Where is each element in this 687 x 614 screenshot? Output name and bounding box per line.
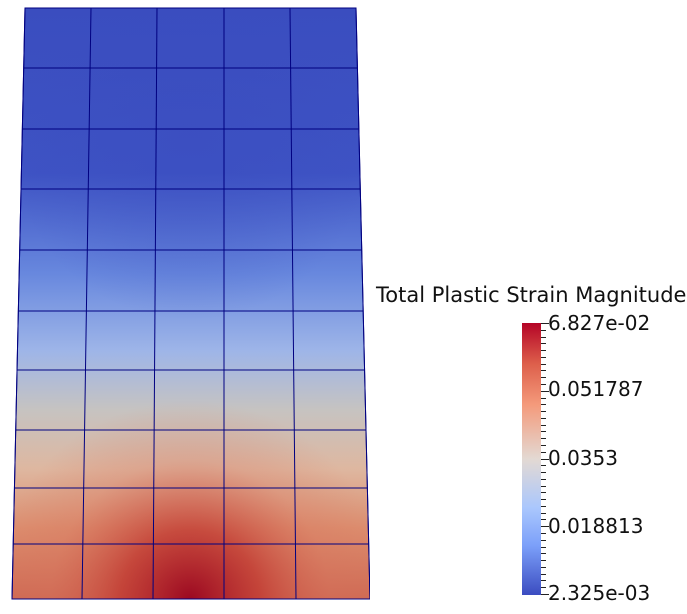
colorbar-tick <box>541 499 546 500</box>
colorbar-tick <box>541 384 546 385</box>
colorbar-tick <box>541 465 546 466</box>
mesh-column-line <box>152 7 158 600</box>
colorbar-tick <box>541 506 546 507</box>
colorbar-tick <box>541 364 546 365</box>
colorbar-tick <box>541 425 546 426</box>
colorbar-tick <box>541 431 546 432</box>
colorbar-tick <box>541 404 546 405</box>
colorbar-label-2: 0.0353 <box>548 446 618 470</box>
colorbar-tick <box>541 452 546 453</box>
colorbar-tick <box>541 377 546 378</box>
colorbar-min-label: 2.325e-03 <box>548 581 651 605</box>
colorbar-title: Total Plastic Strain Magnitude <box>376 283 687 307</box>
mesh-grid <box>11 7 370 600</box>
colorbar-tick <box>541 357 546 358</box>
colorbar-tick <box>541 486 546 487</box>
colorbar-tick <box>541 323 549 324</box>
mesh-viewport[interactable] <box>0 0 370 614</box>
colorbar-tick <box>541 540 546 541</box>
mesh-column-line <box>289 7 297 600</box>
colorbar-tick <box>541 472 546 473</box>
colorbar-ticks <box>541 323 549 595</box>
colorbar-tick <box>541 445 546 446</box>
colorbar-tick <box>541 580 546 581</box>
colorbar-tick <box>541 330 546 331</box>
colorbar-tick <box>541 398 546 399</box>
colorbar-tick <box>541 587 546 588</box>
colorbar <box>522 323 541 595</box>
colorbar-tick <box>541 594 549 595</box>
colorbar-tick <box>541 459 549 460</box>
colorbar-tick <box>541 418 546 419</box>
colorbar-max-label: 6.827e-02 <box>548 311 651 335</box>
colorbar-label-1: 0.051787 <box>548 377 644 401</box>
colorbar-label-3: 0.018813 <box>548 514 644 538</box>
colorbar-tick <box>541 553 546 554</box>
colorbar-tick <box>541 343 546 344</box>
colorbar-tick <box>541 519 546 520</box>
colorbar-tick <box>541 479 546 480</box>
mesh-column-line <box>355 7 370 600</box>
colorbar-tick <box>541 438 546 439</box>
mesh-column-line <box>81 7 92 600</box>
colorbar-tick <box>541 574 546 575</box>
colorbar-tick <box>541 391 549 392</box>
colorbar-tick <box>541 526 549 527</box>
colorbar-tick <box>541 513 546 514</box>
mesh-cool-region <box>12 8 370 599</box>
colorbar-tick <box>541 567 546 568</box>
mesh-column-line <box>11 7 26 600</box>
colorbar-tick <box>541 337 546 338</box>
colorbar-tick <box>541 533 546 534</box>
colorbar-tick <box>541 370 546 371</box>
colorbar-tick <box>541 492 546 493</box>
colorbar-tick <box>541 547 546 548</box>
colorbar-tick <box>541 350 546 351</box>
colorbar-tick <box>541 411 546 412</box>
colorbar-tick <box>541 560 546 561</box>
